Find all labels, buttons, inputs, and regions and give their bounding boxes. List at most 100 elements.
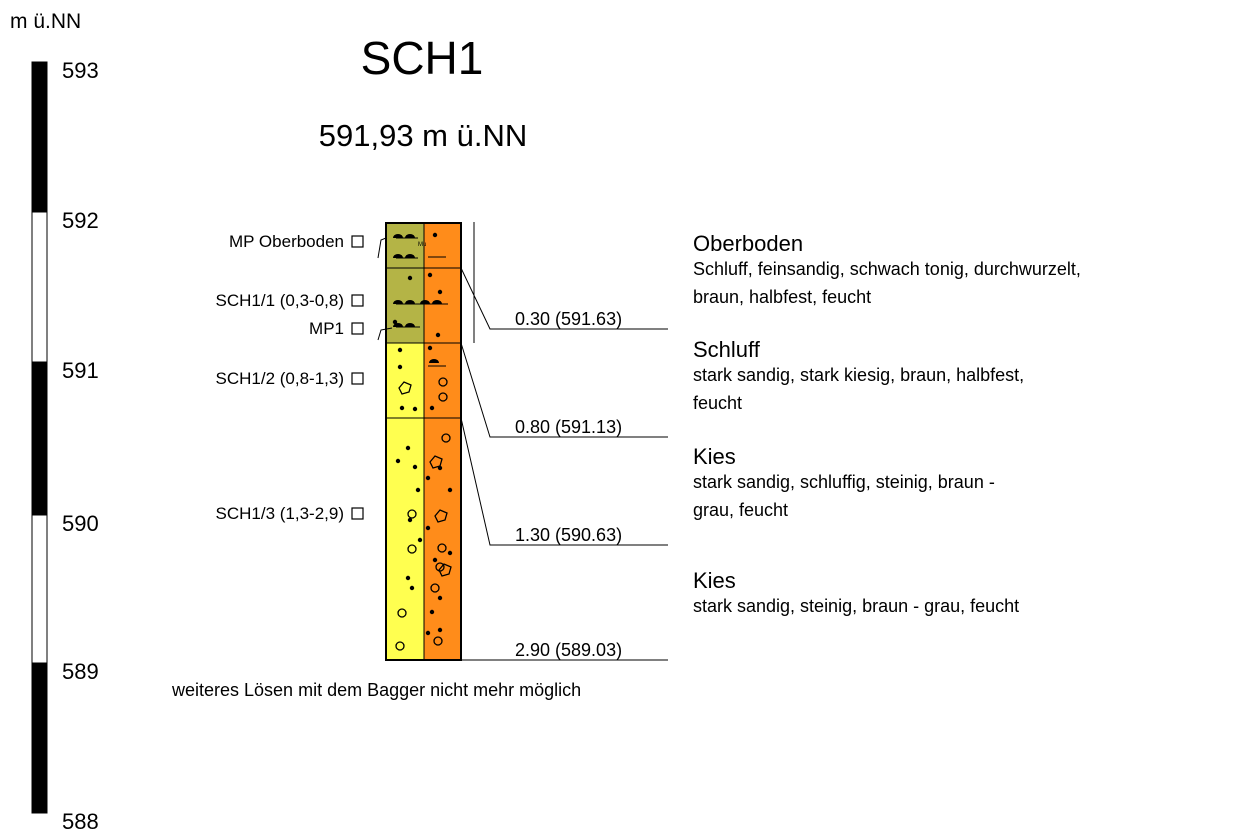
symbol-dot xyxy=(412,464,418,470)
layer-description: stark sandig, steinig, braun - grau, feu… xyxy=(693,596,1019,616)
symbol-gravel xyxy=(437,543,447,553)
sample-box xyxy=(351,322,364,335)
symbol-stone xyxy=(398,381,412,395)
layer-description: feucht xyxy=(693,393,742,413)
symbol-dot xyxy=(447,550,453,556)
symbol-dot xyxy=(425,525,431,531)
symbol-mound xyxy=(432,300,442,304)
symbol-mound xyxy=(429,359,439,363)
depth-leader xyxy=(460,417,668,546)
symbol-dot xyxy=(415,487,421,493)
layer-description: stark sandig, schluffig, steinig, braun … xyxy=(693,472,995,492)
symbol-dot xyxy=(392,319,398,325)
symbol-gravel xyxy=(441,433,451,443)
symbol-gravel xyxy=(433,636,443,646)
symbol-dot xyxy=(432,232,438,238)
symbol-stone xyxy=(434,509,448,523)
column-symbol: Mu xyxy=(418,242,426,248)
symbol-dot xyxy=(427,272,433,278)
layer-right xyxy=(423,222,462,269)
layer-left xyxy=(385,342,425,419)
symbol-mound xyxy=(420,300,430,304)
symbol-dot xyxy=(405,445,411,451)
sample-box xyxy=(351,507,364,520)
sample-label: MP1 xyxy=(309,319,344,338)
footer-note: weiteres Lösen mit dem Bagger nicht mehr… xyxy=(171,680,581,700)
sample-box xyxy=(351,294,364,307)
symbol-dot xyxy=(397,364,403,370)
symbol-dot xyxy=(437,595,443,601)
symbol-dot xyxy=(407,275,413,281)
depth-label: 1.30 (590.63) xyxy=(515,525,622,545)
depth-label: 0.80 (591.13) xyxy=(515,417,622,437)
symbol-gravel xyxy=(438,392,448,402)
symbol-dot xyxy=(447,487,453,493)
symbol-dot xyxy=(437,289,443,295)
sample-label: MP Oberboden xyxy=(229,232,344,251)
sample-box xyxy=(351,372,364,385)
layer-description: Schluff, feinsandig, schwach tonig, durc… xyxy=(693,259,1081,279)
scale-segment xyxy=(31,61,48,213)
sample-link xyxy=(377,237,387,259)
symbol-gravel xyxy=(397,608,407,618)
symbol-dot xyxy=(429,609,435,615)
symbol-gravel xyxy=(407,544,417,554)
symbol-dot xyxy=(407,517,413,523)
symbol-dot xyxy=(409,585,415,591)
symbol-mound xyxy=(405,234,415,238)
scale-label: 589 xyxy=(62,659,99,684)
layer-left xyxy=(385,267,425,344)
scale-label: 590 xyxy=(62,511,99,536)
layer-description: stark sandig, stark kiesig, braun, halbf… xyxy=(693,365,1024,385)
scale-segment xyxy=(31,662,48,814)
layer-description: braun, halbfest, feucht xyxy=(693,287,871,307)
scale-label: 592 xyxy=(62,208,99,233)
layer-right xyxy=(423,417,462,661)
symbol-mound xyxy=(393,300,403,304)
sample-label: SCH1/2 (0,8-1,3) xyxy=(216,369,345,388)
sample-link xyxy=(377,327,393,341)
symbol-stone xyxy=(429,455,443,469)
symbol-stone xyxy=(438,563,452,577)
scale-segment xyxy=(31,211,48,363)
symbol-dot xyxy=(437,627,443,633)
symbol-dot xyxy=(425,630,431,636)
depth-label: 0.30 (591.63) xyxy=(515,309,622,329)
scale-label: 588 xyxy=(62,809,99,831)
symbol-mound xyxy=(393,234,403,238)
symbol-dot xyxy=(399,405,405,411)
symbol-dot xyxy=(405,575,411,581)
subtitle: 591,93 m ü.NN xyxy=(319,118,528,153)
symbol-dot xyxy=(425,475,431,481)
scale-segment xyxy=(31,361,48,516)
symbol-dot xyxy=(417,537,423,543)
column-outline xyxy=(385,222,462,661)
depth-leader xyxy=(460,267,668,330)
symbol-mound xyxy=(405,300,415,304)
unit-label: m ü.NN xyxy=(10,10,81,33)
layer-description: grau, feucht xyxy=(693,500,788,520)
scale-label: 591 xyxy=(62,358,99,383)
symbol-dot xyxy=(427,345,433,351)
layer-right xyxy=(423,267,462,344)
symbol-dot xyxy=(395,458,401,464)
layer-left xyxy=(385,417,425,661)
symbol-mound xyxy=(405,254,415,258)
sample-label: SCH1/3 (1,3-2,9) xyxy=(216,504,345,523)
symbol-gravel xyxy=(430,583,440,593)
symbol-dot xyxy=(429,405,435,411)
layer-right xyxy=(423,342,462,419)
sample-box xyxy=(351,235,364,248)
symbol-gravel xyxy=(395,641,405,651)
sample-label: SCH1/1 (0,3-0,8) xyxy=(216,291,345,310)
symbol-gravel xyxy=(407,509,417,519)
symbol-mound xyxy=(393,254,403,258)
symbol-dot xyxy=(432,557,438,563)
symbol-mound xyxy=(405,323,415,327)
layer-name: Kies xyxy=(693,568,736,593)
symbol-dot xyxy=(397,347,403,353)
layer-name: Oberboden xyxy=(693,231,803,256)
symbol-dot xyxy=(435,332,441,338)
